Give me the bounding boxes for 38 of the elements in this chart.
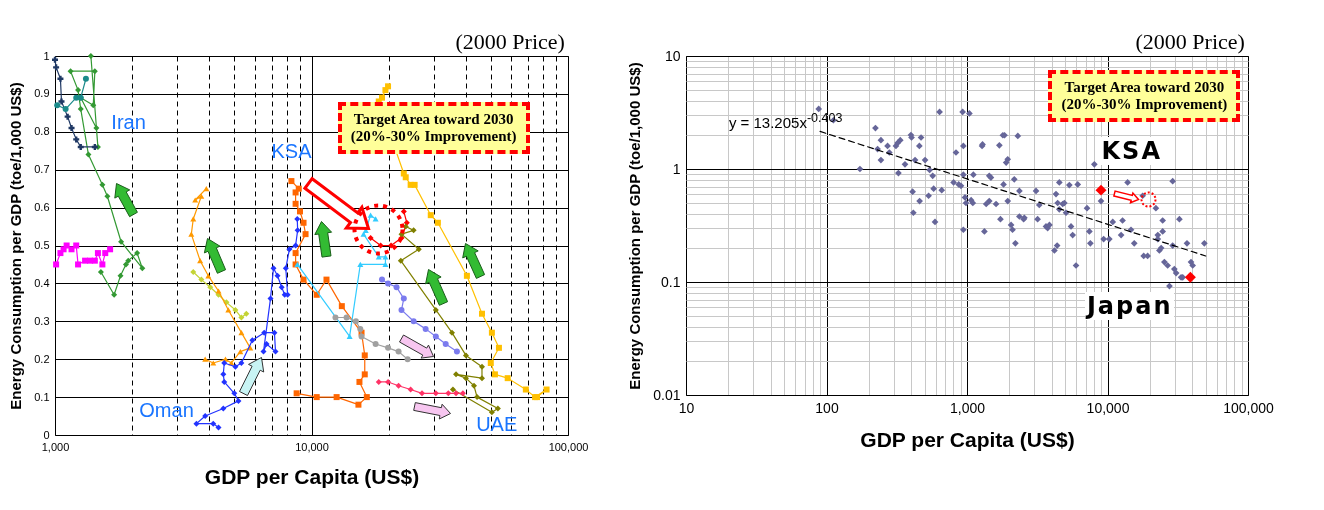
x-axis-title: GDP per Capita (US$) (860, 427, 1075, 451)
y-tick-label: 0.2 (34, 352, 50, 365)
y-tick-label: 0.4 (34, 276, 50, 289)
annotation: UAE (476, 413, 518, 437)
y-tick-label: 0.1 (34, 390, 50, 403)
x-tick-label: 100,000 (548, 440, 589, 453)
y-tick-label: 1 (43, 49, 50, 62)
text: (2000 Price) (455, 28, 565, 55)
x-tick-label: 10,000 (1086, 399, 1130, 416)
y-tick-label: 0.6 (34, 201, 50, 214)
y-tick-label: 0.8 (34, 125, 50, 138)
y-tick-label: 10 (664, 47, 681, 64)
x-tick-label: 1,000 (949, 399, 986, 416)
x-tick-label: 100,000 (1223, 399, 1275, 416)
text: (2000 Price) (1135, 28, 1245, 55)
series-label: KSA (1099, 136, 1164, 165)
y-tick-label: 1 (672, 160, 681, 177)
annotation: Target Area toward 2030 (20%-30% Improvement) (1048, 70, 1241, 123)
x-tick-label: 100 (815, 399, 839, 416)
annotation: Oman (139, 398, 194, 422)
annotation: KSA (271, 139, 312, 163)
annotation: Iran (111, 110, 146, 134)
y-tick-label: 0.5 (34, 239, 50, 251)
annotation: y = 13.205x$^{-0.403}$ (728, 110, 843, 132)
x-tick-label: 10,000 (295, 440, 329, 453)
y-tick-label: 0.7 (34, 163, 50, 176)
y-tick-label: 0.01 (653, 386, 681, 403)
x-axis-title: GDP per Capita (US$) (204, 464, 420, 488)
y-axis-title: Energy Consumption per GDP (toe/1,000 US$) (626, 62, 644, 390)
series-label: Japan (1084, 291, 1175, 320)
y-tick-label: 0.9 (34, 87, 50, 100)
y-tick-label: 0 (43, 428, 50, 441)
y-axis-title: Energy Consumption per GDP (toe/1,000 US$) (7, 82, 25, 410)
y-tick-label: 0.3 (34, 314, 50, 327)
x-tick-label: 10 (678, 399, 695, 416)
annotation: Target Area toward 2030 (20%-30% Improvement) (337, 101, 530, 154)
y-tick-label: 0.1 (661, 273, 681, 290)
x-tick-label: 1,000 (41, 440, 70, 453)
